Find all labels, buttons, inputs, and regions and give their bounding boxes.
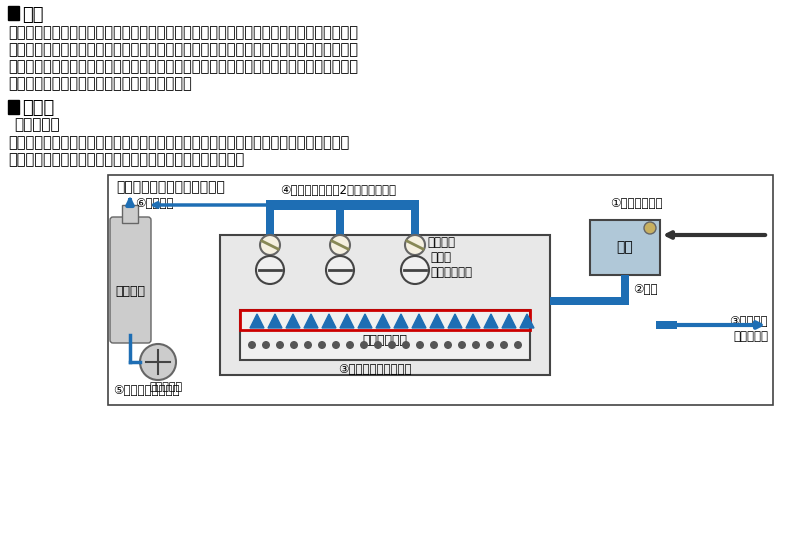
Polygon shape	[394, 314, 408, 328]
FancyBboxPatch shape	[110, 217, 151, 343]
Text: ③室外排気
（＝差圧）: ③室外排気 （＝差圧）	[729, 315, 768, 343]
Text: 当該職場の陽圧室（スクラバ設置の一般室およびクリーンルーム）は、設置以来、設備: 当該職場の陽圧室（スクラバ設置の一般室およびクリーンルーム）は、設置以来、設備	[8, 25, 358, 40]
Polygon shape	[412, 314, 426, 328]
Text: 背景: 背景	[22, 6, 43, 24]
Circle shape	[444, 341, 452, 349]
Circle shape	[330, 235, 350, 255]
Text: することによる電力量の削減に取り組んだ。: することによる電力量の削減に取り組んだ。	[8, 76, 192, 91]
Bar	[590, 220, 660, 275]
Text: スクラバ: スクラバ	[115, 285, 145, 298]
Text: 設定することにより、スクラバ、空調の負荷を低減する。: 設定することにより、スクラバ、空調の負荷を低減する。	[8, 152, 244, 167]
Polygon shape	[376, 314, 390, 328]
Circle shape	[290, 341, 298, 349]
Polygon shape	[466, 314, 480, 328]
Circle shape	[472, 341, 480, 349]
Polygon shape	[340, 314, 354, 328]
Circle shape	[402, 341, 410, 349]
Circle shape	[332, 341, 340, 349]
Bar	[266, 200, 274, 235]
Polygon shape	[358, 314, 372, 328]
Circle shape	[644, 222, 656, 234]
Text: インバータ: インバータ	[150, 382, 183, 392]
Text: ③装置開口部より排気: ③装置開口部より排気	[338, 363, 412, 376]
Circle shape	[430, 341, 438, 349]
Circle shape	[318, 341, 326, 349]
Circle shape	[388, 341, 396, 349]
Bar	[108, 175, 773, 405]
Polygon shape	[448, 314, 462, 328]
Circle shape	[500, 341, 508, 349]
Circle shape	[514, 341, 522, 349]
Bar	[122, 205, 138, 223]
Text: ミスト
キャッチャー: ミスト キャッチャー	[430, 251, 472, 279]
Text: ②給気: ②給気	[633, 283, 658, 296]
Polygon shape	[520, 314, 534, 328]
Text: 必要なスクラバ排気量および室内の陽圧を確保しながら、給気量と排気量を最小量に: 必要なスクラバ排気量および室内の陽圧を確保しながら、給気量と排気量を最小量に	[8, 135, 349, 150]
Bar	[240, 310, 530, 330]
Polygon shape	[304, 314, 318, 328]
Bar	[550, 297, 625, 305]
Polygon shape	[484, 314, 498, 328]
Circle shape	[360, 341, 368, 349]
Circle shape	[304, 341, 312, 349]
Polygon shape	[502, 314, 516, 328]
Text: ⑤ミストを中和処理: ⑤ミストを中和処理	[113, 384, 180, 397]
Text: ④酸、アルカリの2系統に分かれる: ④酸、アルカリの2系統に分かれる	[280, 184, 396, 197]
Polygon shape	[286, 314, 300, 328]
Polygon shape	[250, 314, 264, 328]
Circle shape	[405, 235, 425, 255]
Bar	[8, 6, 19, 20]
Bar	[411, 200, 419, 235]
Text: 設置当初の設定を継続してきた。今回、省エネ活動の一環として、設定を見直し適正化: 設置当初の設定を継続してきた。今回、省エネ活動の一環として、設定を見直し適正化	[8, 59, 358, 74]
Circle shape	[374, 341, 382, 349]
Bar	[656, 321, 677, 329]
Polygon shape	[268, 314, 282, 328]
Circle shape	[260, 235, 280, 255]
Polygon shape	[430, 314, 444, 328]
Bar	[8, 100, 19, 114]
Text: ①外気取り入れ: ①外気取り入れ	[610, 197, 663, 210]
Circle shape	[262, 341, 270, 349]
Circle shape	[458, 341, 466, 349]
Bar	[220, 235, 550, 375]
Circle shape	[276, 341, 284, 349]
Circle shape	[256, 256, 284, 284]
Circle shape	[486, 341, 494, 349]
Text: の設置、撤去を行い、都度、環境が変化しているが、その給排気量の設定は安全を見て: の設置、撤去を行い、都度、環境が変化しているが、その給排気量の設定は安全を見て	[8, 42, 358, 57]
Circle shape	[401, 256, 429, 284]
Polygon shape	[322, 314, 336, 328]
Bar	[336, 200, 344, 235]
Circle shape	[416, 341, 424, 349]
Text: 薬品使用設備: 薬品使用設備	[363, 333, 407, 346]
Text: 【一般室の給排気システム】: 【一般室の給排気システム】	[116, 180, 225, 194]
Circle shape	[346, 341, 354, 349]
Text: ねらい: ねらい	[22, 99, 54, 117]
Text: 空調: 空調	[617, 240, 633, 254]
Text: ⑥大気放出: ⑥大気放出	[135, 197, 173, 210]
Bar	[266, 200, 419, 210]
Text: ダンパー: ダンパー	[427, 236, 455, 248]
Bar	[621, 275, 629, 305]
Circle shape	[140, 344, 176, 380]
Bar	[240, 310, 530, 360]
Circle shape	[326, 256, 354, 284]
Text: ＜一般室＞: ＜一般室＞	[14, 117, 60, 132]
Circle shape	[248, 341, 256, 349]
